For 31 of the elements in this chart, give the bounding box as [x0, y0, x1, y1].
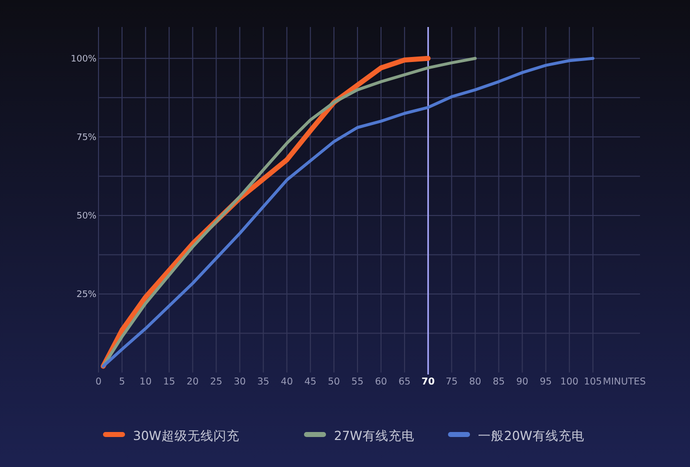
y-tick-label: 75% — [76, 132, 97, 143]
x-tick-label: 45 — [304, 376, 316, 388]
x-tick-label: 15 — [163, 376, 176, 388]
x-tick-label: 30 — [234, 376, 246, 388]
y-tick-label: 100% — [70, 54, 97, 64]
x-tick-label: 25 — [210, 376, 222, 388]
x-tick-label: 70 — [421, 376, 436, 388]
x-tick-label: 10 — [140, 376, 152, 388]
x-tick-label: 35 — [257, 376, 270, 388]
x-tick-label: 5 — [119, 376, 126, 388]
x-axis-title: MINUTES — [602, 376, 646, 388]
x-tick-label: 95 — [540, 376, 552, 388]
x-tick-label: 75 — [446, 376, 458, 388]
x-tick-label: 65 — [398, 376, 411, 388]
y-tick-label: 25% — [76, 290, 97, 300]
x-tick-label: 50 — [328, 376, 340, 388]
x-tick-label: 85 — [492, 376, 505, 388]
legend-label: 一般20W有线充电 — [478, 428, 584, 443]
x-tick-label: 55 — [351, 376, 364, 388]
legend-label: 27W有线充电 — [334, 428, 414, 443]
x-tick-label: 20 — [186, 376, 199, 388]
x-tick-label: 60 — [374, 376, 388, 388]
x-tick-label: 80 — [469, 376, 482, 388]
line-series — [102, 56, 594, 368]
x-tick-label: 90 — [516, 376, 528, 388]
x-tick-label: 40 — [280, 376, 293, 388]
legend-label: 30W超级无线闪充 — [133, 428, 240, 443]
x-tick-label: 0 — [95, 376, 102, 388]
x-tick-label: 100 — [560, 376, 578, 388]
x-tick-label: 105 — [584, 376, 602, 388]
y-tick-label: 50% — [76, 211, 97, 222]
